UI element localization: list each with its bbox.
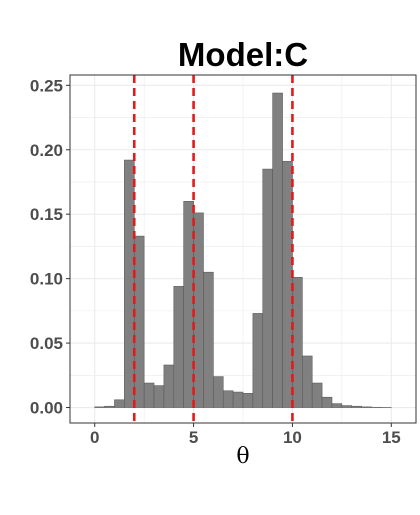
- x-tick-label: 10: [283, 428, 302, 447]
- histogram-bar: [283, 161, 293, 407]
- histogram-bar: [114, 400, 124, 408]
- histogram-bar: [95, 407, 105, 408]
- histogram-bar: [302, 356, 312, 408]
- histogram-bar: [134, 236, 144, 407]
- histogram-bar: [174, 286, 184, 407]
- histogram-bar: [292, 277, 302, 407]
- histogram-bar: [342, 406, 352, 408]
- chart-title: Model:C: [178, 36, 308, 73]
- histogram-bar: [233, 392, 243, 407]
- x-tick-label: 0: [90, 428, 99, 447]
- histogram-bar: [352, 406, 362, 407]
- histogram-bar: [362, 407, 372, 408]
- histogram-bar: [203, 272, 213, 407]
- histogram-bar: [263, 169, 273, 407]
- grid: [70, 75, 416, 423]
- x-tick-label: 15: [382, 428, 401, 447]
- y-tick-label: 0.05: [30, 334, 63, 353]
- histogram-bar: [322, 397, 332, 407]
- histogram-bar: [332, 404, 342, 408]
- histogram-bar: [144, 383, 154, 407]
- y-tick-label: 0.25: [30, 76, 63, 95]
- histogram-bar: [213, 377, 223, 408]
- histogram-bar: [223, 391, 233, 408]
- x-tick-label: 5: [189, 428, 198, 447]
- x-axis-label: θ: [236, 444, 249, 469]
- histogram-bar: [124, 160, 134, 407]
- histogram-bar: [273, 93, 283, 407]
- histogram-bar: [312, 383, 322, 407]
- histogram-bar: [253, 313, 263, 407]
- y-tick-label: 0.00: [30, 399, 63, 418]
- histogram-bar: [105, 406, 115, 407]
- histogram-bar: [154, 386, 164, 408]
- histogram-bar: [184, 201, 194, 407]
- histogram-bar: [194, 213, 204, 408]
- y-tick-label: 0.15: [30, 205, 63, 224]
- y-axis: 0.00 0.05 0.10 0.15 0.20 0.25: [30, 76, 70, 417]
- y-tick-label: 0.10: [30, 270, 63, 289]
- y-tick-label: 0.20: [30, 141, 63, 160]
- histogram-bar: [243, 393, 253, 407]
- histogram-bar: [164, 365, 174, 408]
